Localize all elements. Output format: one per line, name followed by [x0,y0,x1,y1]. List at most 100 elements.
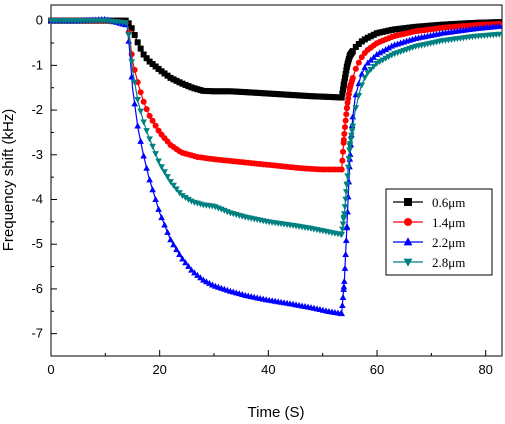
data-marker [161,169,168,176]
data-marker [188,266,195,273]
data-marker [341,130,348,137]
y-tick-label: 0 [36,13,43,28]
data-marker [158,164,165,171]
data-marker [143,128,150,135]
data-marker [152,122,159,129]
x-axis: 0 20 40 60 80 [47,350,493,377]
data-marker [339,90,346,97]
data-marker [352,105,360,112]
data-marker [158,214,165,221]
x-tick-label: 60 [370,362,384,377]
data-marker [134,122,141,129]
data-marker [155,205,162,212]
data-marker [347,136,355,143]
data-marker [338,166,345,173]
legend-box [385,188,493,276]
data-marker [340,82,347,89]
data-marker [128,59,135,66]
data-marker [341,204,349,211]
data-marker [341,124,348,131]
data-marker [361,75,369,82]
data-marker [185,262,192,269]
data-marker [170,241,177,248]
data-marker [343,111,350,118]
data-marker [344,164,352,171]
legend-item: 2.2μm [393,235,465,250]
y-tick-label: -4 [31,192,43,207]
series-3 [47,18,503,238]
data-marker [343,223,351,230]
legend-label: 2.2μm [432,235,465,250]
series-line [51,20,503,99]
data-marker [140,98,147,105]
data-marker [161,221,168,228]
data-marker [342,196,349,203]
data-marker [194,271,201,278]
data-marker [134,97,141,104]
data-marker [173,246,180,253]
data-marker [125,32,133,39]
y-tick-label: -1 [31,57,43,72]
y-tick-label: -7 [31,326,43,341]
data-marker [143,164,150,171]
y-axis-title: Frequency shift (kHz) [0,109,17,252]
x-axis-title: Time (S) [248,404,305,421]
data-marker [146,136,153,143]
data-marker [382,45,390,52]
data-marker [348,128,356,135]
data-marker [191,269,198,276]
data-marker [182,194,189,201]
data-marker [152,196,159,203]
data-marker [338,94,345,101]
y-tick-label: -2 [31,102,43,117]
data-marker [355,59,362,66]
data-marker [358,82,366,89]
data-marker [338,310,346,317]
data-marker [343,67,350,74]
data-marker [339,293,347,300]
data-marker [342,189,350,196]
y-tick-label: -6 [31,281,43,296]
data-marker [125,20,132,27]
data-marker [131,100,138,107]
data-marker [164,174,171,181]
legend: 0.6μm 1.4μm 2.2μm 2.8μm [385,188,493,276]
data-marker [340,139,347,146]
data-marker [341,74,348,81]
data-marker [340,86,347,93]
data-marker [143,106,150,113]
data-marker [197,274,204,281]
data-marker [149,143,156,150]
data-marker [146,176,153,183]
data-marker [349,123,357,130]
data-marker [341,78,348,85]
data-marker [125,37,133,44]
data-marker [176,190,183,197]
x-tick-label: 40 [261,362,275,377]
legend-swatch-marker [403,258,413,267]
data-marker [167,179,174,186]
data-marker [342,71,349,78]
data-marker [495,22,503,29]
data-marker [341,211,348,218]
data-marker [182,259,189,266]
data-marker [343,181,351,188]
legend-label: 2.8μm [432,255,465,270]
data-marker [376,49,384,56]
data-marker [134,39,141,46]
legend-label: 0.6μm [432,195,465,210]
data-marker [343,104,350,111]
data-marker [385,44,393,51]
legend-swatch-marker [404,218,412,226]
series-layer [47,15,503,317]
x-tick-label: 80 [478,362,492,377]
data-marker [345,156,353,163]
data-marker [167,236,174,243]
y-tick-label: -5 [31,236,43,251]
data-marker [338,231,346,238]
data-marker [346,147,353,154]
data-marker [140,51,147,58]
data-marker [155,158,162,165]
data-marker [143,55,150,62]
